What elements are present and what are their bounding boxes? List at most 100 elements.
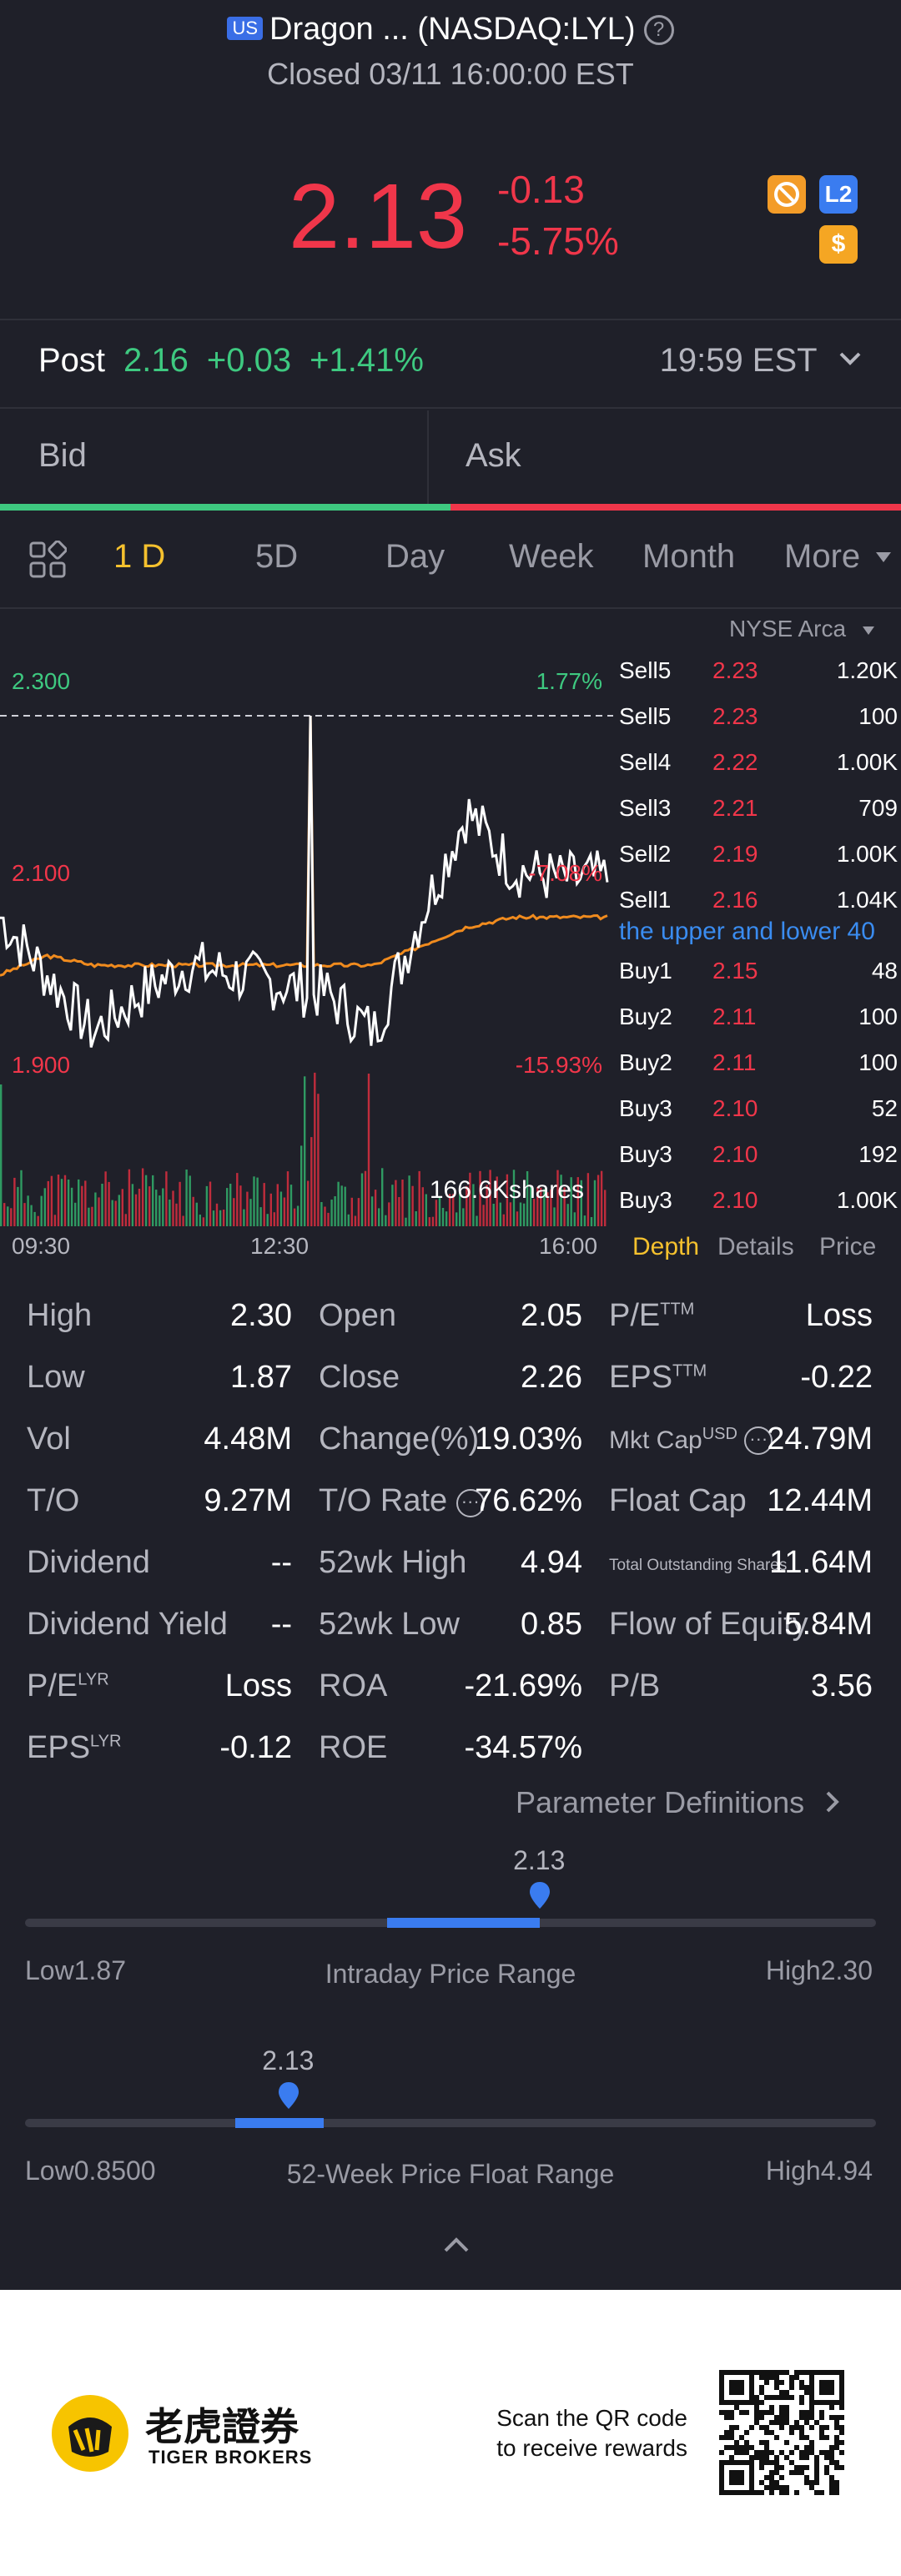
tab-details[interactable]: Details bbox=[717, 1233, 794, 1260]
stock-title[interactable]: US Dragon ... (NASDAQ:LYL)? bbox=[0, 12, 901, 48]
order-book-sell-row[interactable]: Sell5 2.23 100 bbox=[619, 703, 898, 749]
qr-module bbox=[809, 2485, 814, 2490]
qr-module bbox=[839, 2395, 844, 2400]
qr-module bbox=[759, 2440, 764, 2445]
price-change: -0.13 bbox=[497, 168, 585, 211]
qr-module bbox=[814, 2460, 819, 2465]
qr-module bbox=[789, 2385, 794, 2390]
tab-more[interactable]: More bbox=[784, 538, 893, 576]
tab-month[interactable]: Month bbox=[642, 538, 736, 575]
order-book-buy-row[interactable]: Buy2 2.11 100 bbox=[619, 1049, 898, 1095]
stat-label-text: Mkt Cap bbox=[609, 1426, 702, 1454]
qr-code[interactable] bbox=[719, 2370, 844, 2495]
volume-bar bbox=[489, 1170, 491, 1226]
order-book-buy-row[interactable]: Buy1 2.15 48 bbox=[619, 958, 898, 1004]
help-icon[interactable]: ? bbox=[643, 15, 674, 45]
qr-module bbox=[719, 2380, 724, 2385]
exchange-selector[interactable]: NYSE Arca bbox=[729, 616, 876, 642]
order-book-buy-row[interactable]: Buy3 2.10 192 bbox=[619, 1141, 898, 1187]
tab-day[interactable]: Day bbox=[385, 538, 445, 575]
qr-module bbox=[734, 2425, 739, 2430]
stat-label: High bbox=[27, 1298, 92, 1334]
qr-module bbox=[819, 2430, 824, 2435]
qr-module bbox=[759, 2390, 764, 2395]
qr-module bbox=[819, 2435, 824, 2440]
level2-icon[interactable]: L2 bbox=[819, 175, 858, 214]
tab-depth[interactable]: Depth bbox=[632, 1233, 700, 1260]
tab-1d[interactable]: 1 D bbox=[113, 538, 166, 575]
qr-module bbox=[804, 2385, 809, 2390]
intraday-chart[interactable]: 2.300 1.77% 2.100 -7.08% 1.900 -15.93% 1… bbox=[0, 609, 613, 1230]
ask-ratio-bar bbox=[450, 504, 901, 511]
volume-bar bbox=[543, 1189, 546, 1226]
pct-axis-high: 1.77% bbox=[536, 668, 602, 694]
qr-module bbox=[769, 2475, 774, 2480]
qr-module bbox=[814, 2370, 819, 2375]
volume-bar bbox=[53, 1215, 57, 1226]
no-shorting-icon[interactable] bbox=[768, 175, 806, 214]
order-book-buy-row[interactable]: Buy3 2.10 1.00K bbox=[619, 1187, 898, 1233]
qr-module bbox=[779, 2415, 784, 2420]
dollar-icon[interactable]: $ bbox=[819, 225, 858, 264]
more-info-icon[interactable]: ··· bbox=[456, 1489, 485, 1517]
qr-module bbox=[794, 2465, 799, 2470]
volume-bar bbox=[266, 1214, 269, 1226]
ob-volume: 100 bbox=[858, 1004, 898, 1029]
order-book-sell-row[interactable]: Sell2 2.19 1.00K bbox=[619, 841, 898, 887]
qr-module bbox=[779, 2485, 784, 2490]
qr-module bbox=[829, 2485, 834, 2490]
volume-bar bbox=[182, 1215, 184, 1226]
order-book-sell-row[interactable]: Sell3 2.21 709 bbox=[619, 795, 898, 841]
post-time-selector[interactable]: 19:59 EST bbox=[660, 342, 863, 380]
stat-label-text: Vol bbox=[27, 1421, 71, 1457]
tab-week[interactable]: Week bbox=[509, 538, 594, 575]
grid-layout-icon[interactable] bbox=[28, 540, 68, 583]
qr-module bbox=[794, 2425, 799, 2430]
qr-module bbox=[789, 2395, 794, 2400]
volume-bar bbox=[381, 1168, 384, 1226]
ob-side: Buy2 bbox=[619, 1004, 672, 1029]
volume-bar bbox=[411, 1185, 414, 1226]
qr-module bbox=[839, 2440, 844, 2445]
tab-5d[interactable]: 5D bbox=[255, 538, 299, 575]
volume-bar bbox=[347, 1214, 350, 1226]
qr-module bbox=[739, 2385, 744, 2390]
promo-footer: 老虎證券 TIGER BROKERS Scan the QR code to r… bbox=[0, 2290, 901, 2576]
volume-bar bbox=[57, 1175, 60, 1226]
tab-price[interactable]: Price bbox=[819, 1233, 877, 1260]
qr-module bbox=[839, 2390, 844, 2395]
order-book-sell-row[interactable]: Sell4 2.22 1.00K bbox=[619, 749, 898, 795]
ask-label: Ask bbox=[466, 437, 521, 474]
qr-module bbox=[779, 2425, 784, 2430]
volume-bars bbox=[0, 1072, 607, 1226]
volume-bar bbox=[27, 1195, 29, 1226]
volume-bar bbox=[374, 1190, 377, 1226]
qr-module bbox=[729, 2470, 734, 2475]
order-book-buy-row[interactable]: Buy2 2.11 100 bbox=[619, 1004, 898, 1049]
more-info-icon[interactable]: ··· bbox=[744, 1426, 773, 1455]
collapse-chevron-icon[interactable] bbox=[442, 2236, 471, 2258]
qr-module bbox=[719, 2460, 724, 2465]
qr-module bbox=[779, 2465, 784, 2470]
qr-module bbox=[799, 2380, 804, 2385]
ob-side: Buy3 bbox=[619, 1095, 672, 1121]
qr-module bbox=[754, 2455, 759, 2460]
parameter-definitions-link[interactable]: Parameter Definitions bbox=[516, 1785, 841, 1820]
qr-module bbox=[754, 2370, 759, 2375]
qr-module bbox=[839, 2375, 844, 2380]
order-book-sell-row[interactable]: Sell1 2.16 1.04K bbox=[619, 887, 898, 933]
qr-module bbox=[779, 2450, 784, 2455]
volume-bar bbox=[573, 1212, 576, 1226]
qr-module bbox=[829, 2475, 834, 2480]
qr-module bbox=[784, 2440, 789, 2445]
volume-bar bbox=[148, 1186, 151, 1226]
volume-bar bbox=[78, 1179, 80, 1226]
order-book-buy-row[interactable]: Buy3 2.10 52 bbox=[619, 1095, 898, 1141]
volume-bar bbox=[249, 1199, 252, 1226]
avg-price-line bbox=[0, 715, 608, 977]
stat-value: Loss bbox=[805, 1298, 873, 1333]
stat-label-text: EPS bbox=[27, 1730, 91, 1765]
qr-module bbox=[839, 2380, 844, 2385]
qr-module bbox=[779, 2490, 784, 2495]
order-book-sell-row[interactable]: Sell5 2.23 1.20K bbox=[619, 657, 898, 703]
